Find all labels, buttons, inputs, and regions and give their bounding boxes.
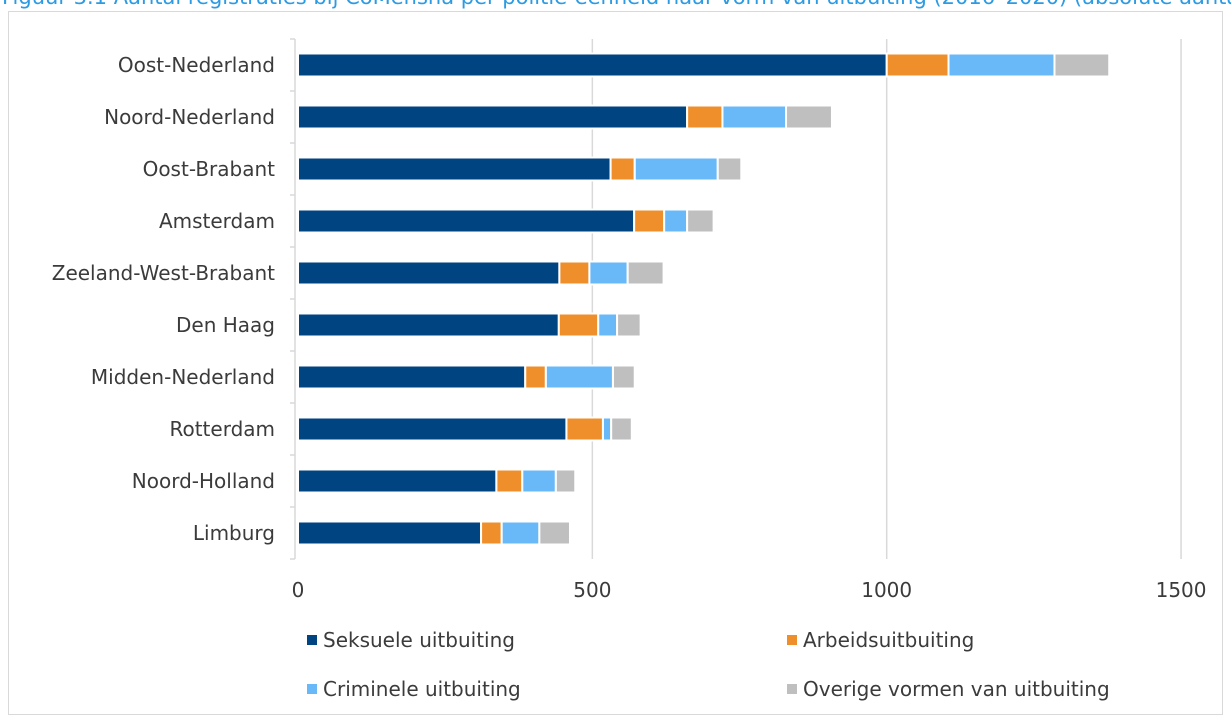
bar-segment-overige-vormen-van-uitbuiting [785, 104, 833, 130]
bar-segment-overige-vormen-van-uitbuiting [626, 260, 665, 286]
legend-swatch [787, 684, 797, 694]
bar-segment-seksuele-uitbuiting [297, 52, 888, 78]
bar-segment-seksuele-uitbuiting [297, 312, 560, 338]
bar-segment-overige-vormen-van-uitbuiting [1053, 52, 1111, 78]
bar-segment-arbeidsuitbuiting [686, 104, 724, 130]
bar-segment-criminele-uitbuiting [633, 156, 719, 182]
bar-segment-overige-vormen-van-uitbuiting [716, 156, 743, 182]
bar-segment-seksuele-uitbuiting [297, 416, 568, 442]
category-label: Noord-Nederland [104, 105, 275, 129]
bar-segment-overige-vormen-van-uitbuiting [538, 520, 571, 546]
bar-segment-overige-vormen-van-uitbuiting [610, 416, 633, 442]
category-label: Midden-Nederland [91, 365, 275, 389]
legend-item: Arbeidsuitbuiting [787, 628, 974, 652]
bar-segment-criminele-uitbuiting [721, 104, 788, 130]
legend-label: Seksuele uitbuiting [323, 628, 515, 652]
category-label: Amsterdam [159, 209, 275, 233]
bar-segment-seksuele-uitbuiting [297, 156, 612, 182]
bar-segment-seksuele-uitbuiting [297, 468, 498, 494]
x-tick-label: 500 [573, 578, 611, 602]
category-axis [290, 38, 296, 560]
category-label: Zeeland-West-Brabant [52, 261, 275, 285]
bar-segment-arbeidsuitbuiting [885, 52, 950, 78]
bar-segment-criminele-uitbuiting [663, 208, 689, 234]
bar-segment-overige-vormen-van-uitbuiting [554, 468, 577, 494]
bar-segment-criminele-uitbuiting [588, 260, 629, 286]
category-label: Rotterdam [169, 417, 275, 441]
bar-segment-seksuele-uitbuiting [297, 260, 561, 286]
legend: Seksuele uitbuiting Arbeidsuitbuiting Crim… [307, 628, 1110, 701]
bar-segment-overige-vormen-van-uitbuiting [616, 312, 642, 338]
legend-item: Seksuele uitbuiting [307, 628, 515, 652]
legend-swatch [787, 635, 797, 645]
bar-segment-arbeidsuitbuiting [565, 416, 604, 442]
legend-item: Criminele uitbuiting [307, 677, 521, 701]
bar-segment-overige-vormen-van-uitbuiting [611, 364, 636, 390]
bar-segment-seksuele-uitbuiting [297, 208, 636, 234]
x-tick-label: 1500 [1156, 578, 1207, 602]
x-tick-labels: 0 500 1000 1500 [292, 578, 1207, 602]
bar-segment-seksuele-uitbuiting [297, 104, 689, 130]
category-label: Oost-Nederland [118, 53, 275, 77]
x-tick-label: 0 [292, 578, 305, 602]
bar-segment-criminele-uitbuiting [500, 520, 541, 546]
bar-segment-criminele-uitbuiting [544, 364, 614, 390]
category-label: Noord-Holland [132, 469, 275, 493]
bar-segment-arbeidsuitbuiting [558, 260, 591, 286]
legend-item: Overige vormen van uitbuiting [787, 677, 1110, 701]
chart-title-strip: Figuur 3.1 Aantal registraties bij CoMen… [0, 0, 1231, 14]
bar-segment-arbeidsuitbuiting [480, 520, 503, 546]
bar-segment-overige-vormen-van-uitbuiting [686, 208, 715, 234]
legend-label: Overige vormen van uitbuiting [803, 677, 1110, 701]
legend-swatch [307, 635, 317, 645]
category-label: Limburg [193, 521, 275, 545]
x-tick-label: 1000 [861, 578, 912, 602]
bar-segment-arbeidsuitbuiting [609, 156, 636, 182]
bars [297, 52, 1111, 546]
legend-swatch [307, 684, 317, 694]
category-label: Oost-Brabant [143, 157, 276, 181]
bar-segment-criminele-uitbuiting [597, 312, 619, 338]
bar-segment-arbeidsuitbuiting [524, 364, 547, 390]
bar-segment-seksuele-uitbuiting [297, 364, 527, 390]
legend-label: Criminele uitbuiting [323, 677, 521, 701]
category-labels: Oost-Nederland Noord-Nederland Oost-Braban… [52, 53, 275, 545]
bar-segment-criminele-uitbuiting [601, 416, 613, 442]
bar-segment-criminele-uitbuiting [947, 52, 1056, 78]
bar-segment-arbeidsuitbuiting [633, 208, 666, 234]
legend-label: Arbeidsuitbuiting [803, 628, 974, 652]
chart-frame [8, 11, 1223, 715]
category-label: Den Haag [176, 313, 275, 337]
chart-title: Figuur 3.1 Aantal registraties bij CoMen… [2, 0, 1231, 9]
bar-segment-arbeidsuitbuiting [557, 312, 600, 338]
bar-segment-arbeidsuitbuiting [495, 468, 524, 494]
bar-segment-criminele-uitbuiting [521, 468, 557, 494]
bar-segment-seksuele-uitbuiting [297, 520, 483, 546]
